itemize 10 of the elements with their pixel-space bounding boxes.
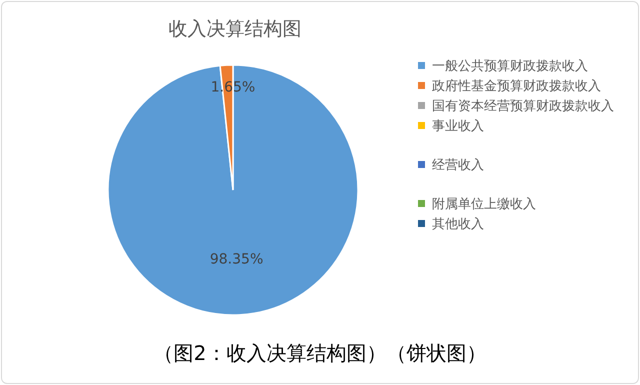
text: （图2：收入决算结构图）（饼状图） [152, 340, 488, 367]
legend-label: 一般公共预算财政拨款收入 [432, 59, 588, 74]
legend-label: 国有资本经营预算财政拨款收入 [432, 99, 614, 114]
data-label: 98.35% [210, 252, 264, 268]
chart-title: 收入决算结构图 [168, 17, 302, 42]
legend-label: 附属单位上缴收入 [432, 197, 536, 212]
legend-label: 其他收入 [432, 217, 484, 232]
legend-label: 政府性基金预算财政拨款收入 [432, 79, 601, 94]
legend-label: 事业收入 [432, 119, 484, 134]
legend-label: 经营收入 [432, 158, 484, 173]
